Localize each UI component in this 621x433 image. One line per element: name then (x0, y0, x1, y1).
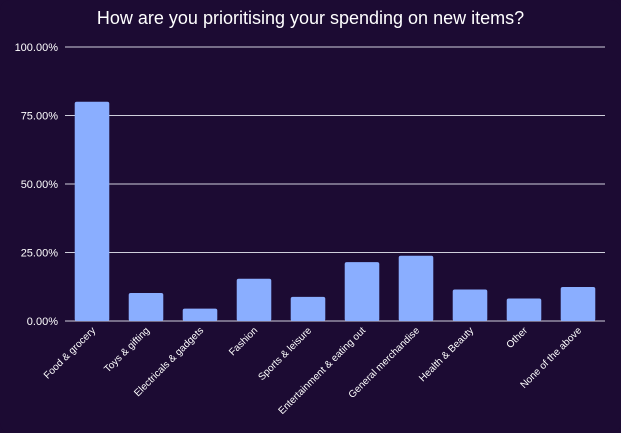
x-tick-label: Other (505, 325, 531, 351)
y-tick-label: 25.00% (21, 248, 59, 260)
x-tick-label: Fashion (227, 325, 260, 358)
x-tick-label: Sports & leisure (256, 325, 314, 383)
x-tick-label: Food & grocery (42, 325, 98, 381)
bar (560, 287, 596, 321)
y-axis-tick-labels: 0.00% 25.00% 50.00% 75.00% 100.00% (15, 42, 59, 328)
bar (236, 278, 272, 321)
x-tick-label: Health & Beauty (417, 325, 476, 384)
x-tick-label: Entertainment & eating out (277, 325, 369, 417)
chart-title: How are you prioritising your spending o… (96, 8, 525, 28)
bar (398, 255, 434, 321)
x-axis-tick-labels: Food & grocery Toys & giftingElectricals … (42, 325, 584, 417)
x-tick-label: None of the above (519, 325, 585, 391)
bar (452, 289, 488, 321)
bar (506, 298, 542, 321)
bars (74, 101, 596, 321)
y-tick-label: 50.00% (21, 179, 59, 191)
y-tick-label: 0.00% (27, 316, 58, 328)
bar (290, 296, 326, 321)
bar (128, 293, 164, 321)
bar (74, 101, 110, 321)
x-tick-label: Toys & gifting (102, 325, 152, 375)
y-tick-label: 100.00% (15, 42, 59, 54)
gridlines (65, 46, 605, 322)
y-tick-label: 75.00% (21, 111, 59, 123)
bar (182, 308, 218, 321)
bar (344, 262, 380, 321)
